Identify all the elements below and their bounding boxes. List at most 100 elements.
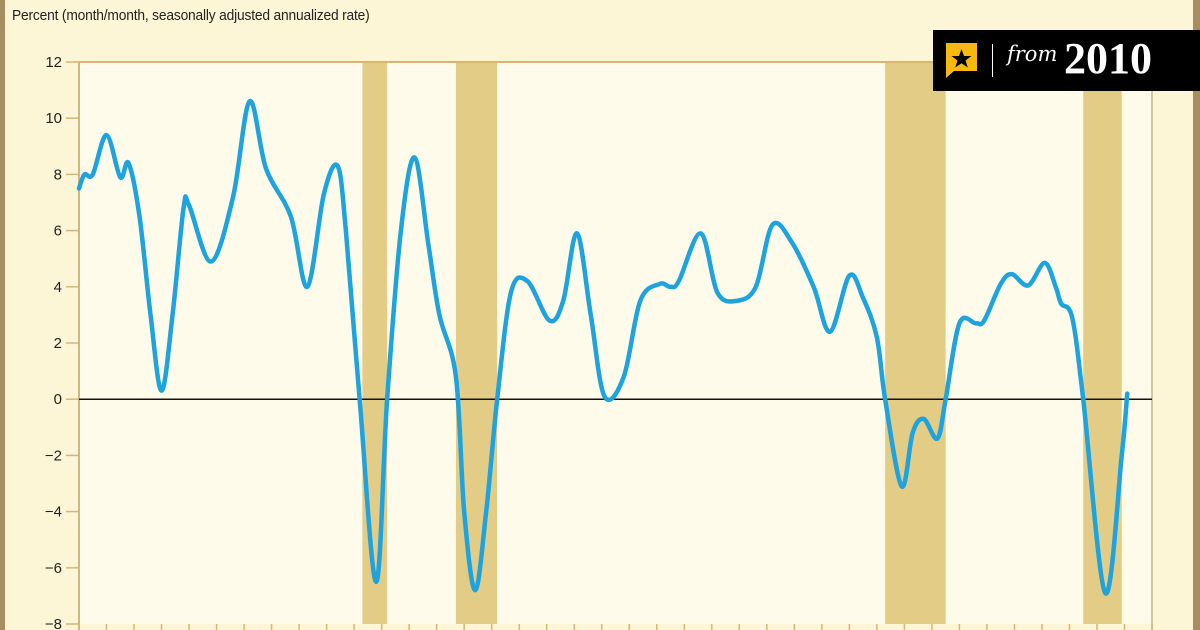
data-point xyxy=(473,588,477,592)
data-point xyxy=(861,296,865,300)
data-point xyxy=(83,172,87,176)
data-point xyxy=(91,172,95,176)
data-point xyxy=(1010,272,1014,276)
data-point xyxy=(1120,453,1124,457)
data-point xyxy=(715,290,719,294)
left-border-strip xyxy=(0,0,5,630)
data-point xyxy=(935,437,939,441)
data-point xyxy=(77,186,81,190)
data-point xyxy=(999,282,1003,286)
data-point xyxy=(1125,392,1129,396)
data-point xyxy=(187,203,191,207)
data-point xyxy=(171,313,175,317)
data-point xyxy=(358,397,362,401)
data-point xyxy=(437,313,441,317)
data-point xyxy=(1103,591,1107,595)
data-point xyxy=(305,285,309,289)
data-point xyxy=(575,231,579,235)
y-tick-label: 6 xyxy=(54,223,62,240)
data-point xyxy=(735,299,739,303)
data-point xyxy=(883,397,887,401)
y-tick-label: 0 xyxy=(54,391,62,408)
data-point xyxy=(770,223,774,227)
data-point xyxy=(209,260,213,264)
data-point xyxy=(289,215,293,219)
data-point xyxy=(138,215,142,219)
data-point xyxy=(149,313,153,317)
data-point xyxy=(957,321,961,325)
data-point xyxy=(105,133,109,137)
data-point xyxy=(509,290,513,294)
y-tick-labels: 12 10 8 6 4 2 0 −2 −4 −6 −8 xyxy=(45,54,62,630)
data-point xyxy=(1054,285,1058,289)
data-point xyxy=(399,229,403,233)
recession-band xyxy=(885,62,946,624)
data-point xyxy=(385,397,389,401)
data-point xyxy=(974,321,978,325)
data-point xyxy=(911,431,915,435)
data-point xyxy=(1043,261,1047,265)
data-point xyxy=(264,167,268,171)
data-point xyxy=(322,192,326,196)
y-tick-label: −4 xyxy=(45,504,62,521)
axes xyxy=(66,61,1153,630)
data-point xyxy=(127,161,131,165)
data-point xyxy=(248,99,252,103)
data-point xyxy=(790,240,794,244)
data-point xyxy=(336,164,340,168)
data-point xyxy=(812,285,816,289)
data-point xyxy=(454,375,458,379)
data-point xyxy=(344,229,348,233)
recession-band xyxy=(455,62,498,624)
y-axis-title: Percent (month/month, seasonally adjuste… xyxy=(12,7,370,24)
data-point xyxy=(982,319,986,323)
data-point xyxy=(944,397,948,401)
data-point xyxy=(1059,302,1063,306)
data-point xyxy=(1026,283,1030,287)
badge-prefix: from xyxy=(1007,42,1058,66)
y-tick-label: 10 xyxy=(45,110,62,127)
data-point xyxy=(1070,316,1074,320)
star-bookmark-icon xyxy=(946,43,977,78)
data-point xyxy=(118,175,122,179)
y-tick-label: 8 xyxy=(54,166,62,183)
data-point xyxy=(413,156,417,160)
data-point xyxy=(547,319,551,323)
data-point xyxy=(525,279,529,283)
badge-year: 2010 xyxy=(1064,34,1152,83)
data-point xyxy=(374,580,378,584)
data-point xyxy=(847,274,851,278)
y-tick-label: −2 xyxy=(45,447,62,464)
y-tick-label: −8 xyxy=(45,616,62,630)
data-point xyxy=(1081,397,1085,401)
data-point xyxy=(462,510,466,514)
data-point xyxy=(231,195,235,199)
data-point xyxy=(669,285,673,289)
data-point xyxy=(495,397,499,401)
y-tick-label: 2 xyxy=(54,335,62,352)
data-point xyxy=(638,299,642,303)
data-point xyxy=(484,510,488,514)
badge-divider xyxy=(992,44,993,77)
plot-area xyxy=(79,62,1152,624)
data-point xyxy=(622,375,626,379)
data-point xyxy=(754,285,758,289)
data-point xyxy=(677,279,681,283)
recession-band xyxy=(362,62,388,624)
data-point xyxy=(426,243,430,247)
y-tick-label: −6 xyxy=(45,560,62,577)
data-point xyxy=(602,394,606,398)
data-point xyxy=(182,206,186,210)
data-point xyxy=(900,484,904,488)
data-points xyxy=(77,99,1129,595)
right-border-strip xyxy=(1193,0,1200,630)
y-tick-label: 12 xyxy=(45,54,62,71)
data-point xyxy=(561,299,565,303)
recession-bands xyxy=(362,62,1122,624)
data-point xyxy=(828,330,832,334)
data-point xyxy=(658,282,662,286)
from-year-badge: from 2010 xyxy=(933,30,1200,91)
data-point xyxy=(589,313,593,317)
data-point xyxy=(922,417,926,421)
